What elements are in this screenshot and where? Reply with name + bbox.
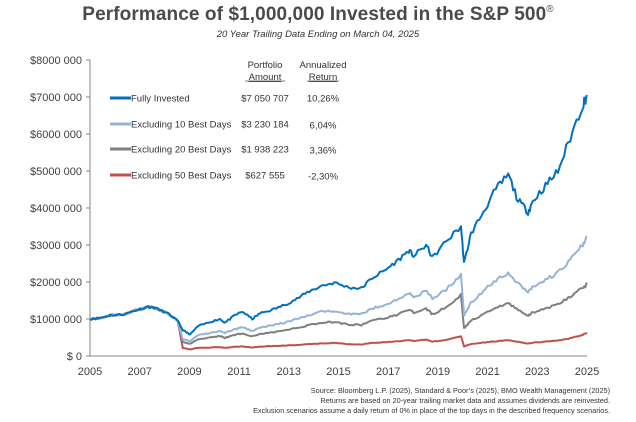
legend-amount: $3 230 184 bbox=[241, 120, 289, 131]
legend-label: Excluding 20 Best Days bbox=[131, 145, 232, 156]
x-tick-label: 2011 bbox=[227, 366, 251, 378]
y-tick-label: $4000 000 bbox=[30, 203, 82, 215]
y-tick-label: $6000 000 bbox=[30, 129, 82, 141]
legend-amount: $1 938 223 bbox=[241, 145, 289, 156]
axes: $ 0 $1000 000 $2000 000 $3000 000 $4000 000 $… bbox=[30, 55, 599, 378]
legend-header-amount-2: Amount bbox=[249, 72, 282, 83]
series-line-excluding-20-best-days bbox=[89, 282, 588, 345]
legend-label: Excluding 50 Best Days bbox=[131, 171, 232, 182]
y-tick-label: $3000 000 bbox=[30, 240, 82, 252]
y-tick-label: $8000 000 bbox=[30, 55, 82, 67]
legend-return: -2,30% bbox=[308, 172, 339, 183]
series-line-fully-invested bbox=[89, 94, 588, 336]
registered-mark: ® bbox=[546, 4, 554, 15]
y-tick-label: $1000 000 bbox=[30, 314, 82, 326]
y-tick-label: $ 0 bbox=[67, 351, 82, 363]
legend-header-amount-1: Portfolio bbox=[248, 60, 283, 71]
x-tick-label: 2009 bbox=[177, 366, 201, 378]
series-line-excluding-10-best-days bbox=[89, 235, 588, 343]
footnote-exclusion: Exclusion scenarios assume a daily retur… bbox=[253, 406, 610, 415]
legend-return: 6,04% bbox=[310, 121, 337, 132]
x-tick-label: 2019 bbox=[426, 366, 450, 378]
chart-title: Performance of $1,000,000 Invested in th… bbox=[0, 4, 636, 26]
x-tick-label: 2023 bbox=[525, 366, 549, 378]
y-tick-label: $5000 000 bbox=[30, 166, 82, 178]
footnote-source: Source: Bloomberg L.P. (2025), Standard … bbox=[310, 386, 610, 395]
x-tick-label: 2013 bbox=[277, 366, 301, 378]
x-tick-label: 2005 bbox=[78, 366, 102, 378]
legend-amount: $7 050 707 bbox=[241, 94, 289, 105]
footnote-returns: Returns are based on 20-year trailing ma… bbox=[320, 396, 610, 405]
legend-header-return-1: Annualized bbox=[299, 60, 346, 71]
x-tick-label: 2015 bbox=[326, 366, 350, 378]
legend-amount: $627 555 bbox=[245, 171, 285, 182]
x-tick-label: 2021 bbox=[475, 366, 499, 378]
legend-header-return-2: Return bbox=[309, 72, 338, 83]
legend-return: 3,36% bbox=[310, 146, 337, 157]
chart-subtitle: 20 Year Trailing Data Ending on March 04… bbox=[216, 29, 420, 40]
x-tick-label: 2025 bbox=[575, 366, 599, 378]
chart-title-text: Performance of $1,000,000 Invested in th… bbox=[82, 4, 547, 25]
y-tick-label: $7000 000 bbox=[30, 92, 82, 104]
x-tick-label: 2017 bbox=[376, 366, 400, 378]
legend-label: Excluding 10 Best Days bbox=[131, 120, 232, 131]
x-tick-label: 2007 bbox=[127, 366, 151, 378]
legend-label: Fully Invested bbox=[131, 94, 190, 105]
series-layer bbox=[89, 94, 588, 351]
y-tick-label: $2000 000 bbox=[30, 277, 82, 289]
legend-return: 10,26% bbox=[307, 94, 340, 105]
